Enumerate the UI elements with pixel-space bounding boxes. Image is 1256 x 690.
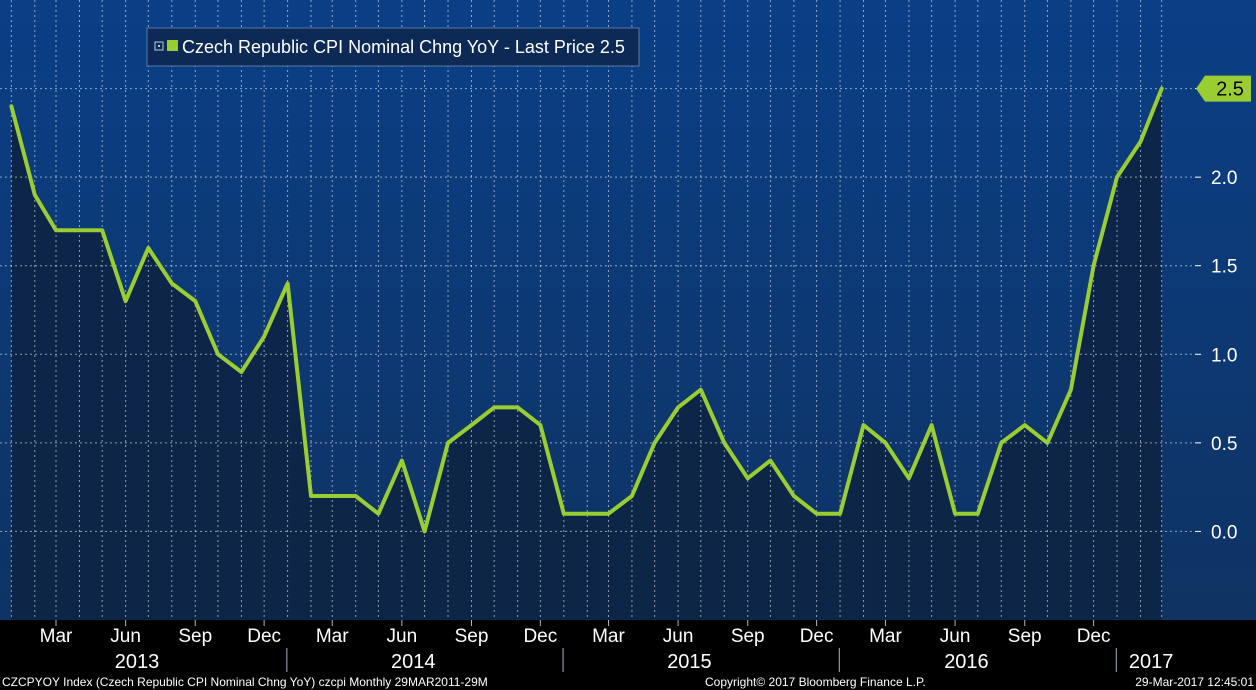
area-layer: [11, 88, 1162, 621]
y-axis: 0.0 0.5 1.0 1.5 2.0: [1195, 88, 1237, 543]
data-point-2013-07: [146, 246, 150, 250]
legend-box[interactable]: [146, 27, 640, 67]
data-point-2013-11: [239, 370, 243, 374]
data-point-2014-05: [376, 512, 380, 516]
data-point-2015-09: [746, 476, 750, 480]
grid-layer: [0, 0, 1195, 620]
x-axis: Mar Jun Sep Dec Mar Jun Sep Dec Mar Jun Sep Dec Mar J…: [40, 620, 1174, 673]
last-price-badge: 2.5: [1196, 75, 1251, 102]
x-month-label-5: Jun: [387, 626, 418, 647]
data-point-2014-04: [354, 494, 358, 498]
x-month-label-2: Sep: [178, 626, 212, 647]
footer-right: 29-Mar-2017 12:45:01: [1135, 675, 1254, 689]
x-month-label-9: Jun: [663, 626, 694, 647]
data-point-2013-03: [54, 228, 58, 232]
data-point-2016-04: [907, 476, 911, 480]
data-point-2016-03: [884, 441, 887, 445]
data-point-2014-03: [330, 494, 334, 498]
x-month-label-13: Jun: [940, 626, 971, 647]
data-point-2016-02: [862, 423, 865, 427]
x-year-label-3: 2016: [944, 651, 989, 673]
data-point-2015-12: [815, 512, 819, 516]
x-month-label-8: Mar: [592, 626, 625, 647]
x-month-label-10: Sep: [731, 626, 765, 647]
data-point-2016-06: [953, 512, 957, 516]
x-month-label-6: Sep: [455, 626, 489, 647]
data-point-2014-06: [400, 459, 404, 463]
data-point-2015-06: [676, 405, 680, 409]
line-layer: [9, 86, 1164, 534]
data-point-2017-02: [1139, 140, 1142, 144]
legend[interactable]: Czech Republic CPI Nominal Chng YoY - La…: [146, 27, 640, 67]
data-point-2016-09: [1023, 423, 1027, 427]
data-point-2013-06: [124, 299, 128, 303]
y-tick-label-3: 1.5: [1211, 257, 1237, 278]
data-point-2015-10: [768, 459, 772, 463]
data-point-2015-02: [585, 512, 589, 516]
x-year-label-4: 2017: [1129, 651, 1174, 673]
legend-collapse-icon-dot: [158, 45, 160, 47]
data-point-2014-11: [516, 405, 520, 409]
x-axis-band: [0, 620, 1256, 690]
last-price-badge-label: 2.5: [1216, 79, 1244, 101]
legend-swatch: [167, 40, 178, 51]
data-point-2015-01: [562, 512, 566, 516]
data-point-2015-11: [792, 494, 796, 498]
data-point-2016-10: [1045, 441, 1049, 445]
data-point-2013-08: [170, 281, 174, 285]
x-month-label-1: Jun: [110, 626, 141, 647]
data-point-2014-09: [470, 423, 473, 427]
x-month-label-3: Dec: [247, 626, 281, 647]
x-month-label-7: Dec: [523, 626, 557, 647]
data-point-2016-07: [976, 512, 980, 516]
data-point-2014-02: [309, 494, 313, 498]
data-point-2016-05: [930, 423, 934, 427]
data-point-2014-01: [286, 281, 290, 285]
data-point-2016-01: [838, 512, 842, 516]
data-point-2013-04: [78, 228, 81, 232]
data-point-2017-01: [1115, 175, 1119, 179]
last-price-badge-shape: [1196, 75, 1251, 102]
footer-left: CZCPYOY Index (Czech Republic CPI Nomina…: [2, 675, 488, 689]
data-point-2013-12: [262, 335, 266, 339]
data-point-2016-12: [1092, 264, 1096, 268]
data-point-2015-05: [653, 441, 657, 445]
x-month-label-12: Mar: [869, 626, 902, 647]
y-tick-label-0: 0.0: [1211, 522, 1237, 543]
data-point-2014-12: [538, 423, 542, 427]
y-tick-label-2: 1.0: [1211, 345, 1237, 366]
legend-label: Czech Republic CPI Nominal Chng YoY - La…: [182, 37, 625, 57]
data-point-2013-10: [216, 352, 220, 356]
data-point-2016-08: [999, 441, 1003, 445]
data-point-2017-03: [1160, 87, 1164, 91]
data-point-2016-11: [1069, 388, 1073, 392]
data-point-2013-09: [193, 299, 197, 303]
y-tick-label-1: 0.5: [1211, 434, 1237, 455]
data-point-2013-01: [9, 104, 13, 108]
data-point-2015-04: [630, 494, 634, 498]
footer-center: Copyright© 2017 Bloomberg Finance L.P.: [705, 675, 926, 689]
x-month-label-4: Mar: [316, 626, 349, 647]
x-month-label-0: Mar: [40, 626, 73, 647]
footer: CZCPYOY Index (Czech Republic CPI Nomina…: [2, 675, 1254, 689]
data-point-2015-08: [722, 441, 726, 445]
x-year-label-1: 2014: [391, 651, 436, 673]
y-tick-label-4: 2.0: [1211, 168, 1237, 189]
x-year-label-0: 2013: [115, 651, 160, 673]
data-point-2015-07: [699, 388, 703, 392]
x-month-label-15: Dec: [1077, 626, 1111, 647]
data-point-2013-02: [33, 193, 37, 197]
area-fill: [11, 88, 1162, 621]
x-month-label-11: Dec: [800, 626, 834, 647]
data-point-2013-05: [100, 228, 104, 232]
data-point-2014-07: [423, 529, 427, 533]
data-point-2014-10: [492, 405, 496, 409]
x-year-label-2: 2015: [667, 651, 712, 673]
x-month-label-14: Sep: [1008, 626, 1042, 647]
data-point-2014-08: [446, 441, 450, 445]
legend-collapse-icon[interactable]: [154, 41, 164, 51]
data-point-2015-03: [607, 512, 610, 516]
